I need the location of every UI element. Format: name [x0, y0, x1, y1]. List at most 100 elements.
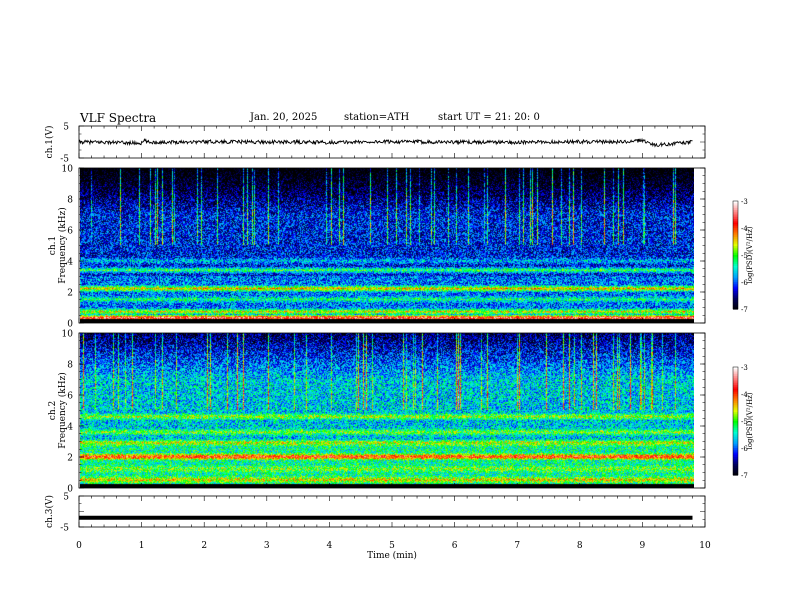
colorbar-segment: [733, 265, 738, 269]
date-label: Jan. 20, 2025: [250, 112, 318, 123]
colorbar-segment: [733, 403, 738, 406]
y-tick-label: 6: [67, 392, 73, 402]
colorbar-segment: [733, 307, 738, 310]
y-axis-label: ch.1(V): [44, 126, 55, 159]
colorbar-segment: [733, 251, 738, 254]
colorbar-segment: [733, 253, 738, 256]
colorbar-segment: [733, 228, 738, 231]
colorbar-segment: [733, 282, 738, 285]
y-tick-label: 8: [67, 196, 73, 206]
colorbar-segment: [733, 280, 738, 283]
colorbar-segment: [733, 202, 738, 206]
colorbar-segment: [733, 471, 738, 474]
y-tick-label: 10: [62, 165, 74, 175]
ch2-spectrogram-image: [80, 333, 694, 488]
colorbar-segment: [733, 435, 738, 438]
ch1-waveform-line: [78, 137, 693, 148]
colorbar-segment: [733, 210, 738, 213]
colorbar-segment: [733, 370, 738, 373]
colorbar-segment: [733, 374, 738, 377]
colorbar-segment: [733, 274, 738, 278]
colorbar-segment: [733, 208, 738, 211]
colorbar-segment: [733, 273, 738, 276]
colorbar-segment: [733, 397, 738, 400]
colorbar-segment: [733, 458, 738, 462]
colorbar-segment: [733, 408, 738, 411]
colorbar-segment: [733, 285, 738, 288]
colorbar-segment: [733, 473, 738, 476]
colorbar-segment: [733, 383, 738, 386]
colorbar-segment: [733, 401, 738, 404]
colorbar-segment: [733, 453, 738, 456]
colorbar-segment: [733, 460, 738, 463]
colorbar-segment: [733, 235, 738, 238]
colorbar-segment: [733, 233, 738, 236]
colorbar-segment: [733, 298, 738, 301]
colorbar-segment: [733, 283, 738, 287]
colorbar-frame: [732, 366, 739, 476]
colorbar-tick-label: -4: [741, 391, 748, 399]
colorbar-segment: [733, 229, 738, 233]
colorbar-segment: [733, 271, 738, 274]
colorbar-segment: [733, 395, 738, 399]
y-axis-label: ch.1Frequency (kHz): [48, 207, 68, 284]
colorbar-tick-label: -7: [741, 472, 748, 480]
colorbar-segment: [733, 219, 738, 222]
colorbar-segment: [733, 431, 738, 435]
chart-title: VLF Spectra: [80, 111, 157, 125]
x-tick-label: 8: [577, 541, 583, 551]
colorbar-segment: [733, 289, 738, 292]
colorbar-segment: [733, 211, 738, 215]
colorbar-segment: [733, 421, 738, 424]
colorbar-segment: [733, 224, 738, 227]
colorbar-segment: [733, 294, 738, 297]
colorbar-segment: [733, 377, 738, 381]
colorbar-segment: [733, 278, 738, 281]
colorbar-segment: [733, 381, 738, 384]
colorbar-segment: [733, 457, 738, 460]
colorbar-segment: [733, 392, 738, 395]
colorbar-tick-label: -7: [741, 306, 748, 314]
y-tick-label: 2: [67, 289, 73, 299]
colorbar-segment: [733, 379, 738, 382]
x-tick-label: 10: [699, 541, 711, 551]
colorbar-tick-label: -4: [741, 225, 748, 233]
x-tick-label: 3: [264, 541, 270, 551]
colorbar-segment: [733, 300, 738, 303]
colorbar-segment: [733, 258, 738, 261]
colorbar-segment: [733, 269, 738, 272]
colorbar-segment: [733, 247, 738, 251]
colorbar-tick-label: -6: [741, 279, 748, 287]
y-tick-label: -5: [60, 155, 69, 165]
colorbar-segment: [733, 440, 738, 444]
colorbar-segment: [733, 412, 738, 415]
x-tick-label: 4: [327, 541, 333, 551]
y-tick-label: 8: [67, 361, 73, 371]
colorbar-segment: [733, 256, 738, 260]
x-axis-label: Time (min): [367, 550, 417, 561]
colorbar-segment: [733, 462, 738, 465]
colorbar-segment: [733, 215, 738, 218]
y-tick-label: -5: [60, 524, 69, 534]
colorbar-segment: [733, 267, 738, 270]
colorbar-segment: [733, 213, 738, 216]
colorbar-segment: [733, 449, 738, 453]
colorbar-segment: [733, 305, 738, 308]
x-tick-label: 6: [452, 541, 458, 551]
colorbar-frame: [732, 200, 739, 310]
colorbar-segment: [733, 220, 738, 224]
colorbar-segment: [733, 260, 738, 263]
start-ut-label: start UT = 21: 20: 0: [438, 112, 540, 123]
colorbar-segment: [733, 388, 738, 391]
colorbar-segment: [733, 446, 738, 449]
colorbar-segment: [733, 448, 738, 451]
colorbar-segment: [733, 399, 738, 402]
y-axis-label: ch.2Frequency (kHz): [48, 372, 68, 449]
colorbar-label: log(PSD)(V²/Hz): [746, 226, 754, 283]
colorbar-segment: [733, 426, 738, 429]
colorbar-segment: [733, 291, 738, 294]
y-tick-label: 5: [63, 493, 69, 503]
colorbar-segment: [733, 419, 738, 422]
colorbar-segment: [733, 464, 738, 467]
